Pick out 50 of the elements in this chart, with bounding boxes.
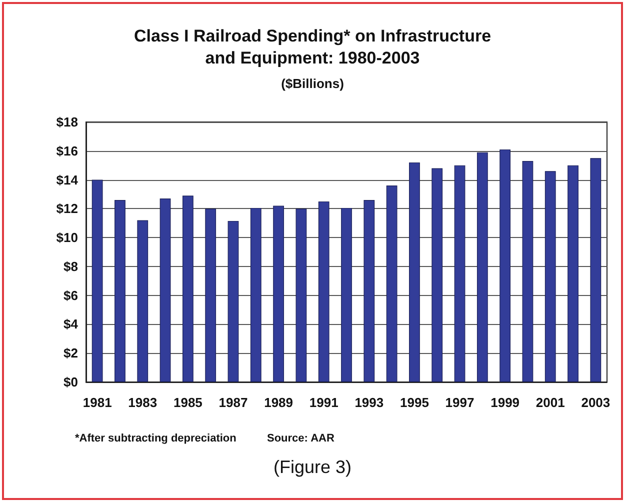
bar: [273, 206, 284, 382]
x-tick-label: 2003: [581, 395, 610, 410]
y-tick-label: $16: [56, 143, 78, 158]
x-tick-label: 1981: [82, 395, 112, 410]
bar: [182, 196, 194, 382]
bar: [114, 200, 126, 382]
bar: [318, 201, 330, 382]
text: (Figure 3): [273, 457, 352, 477]
y-tick-label: $6: [64, 288, 78, 303]
bar: [364, 200, 375, 382]
y-tick-label: $0: [64, 374, 78, 390]
source-note: Source: AAR: [267, 432, 334, 444]
y-tick-label: $2: [64, 346, 78, 361]
bar: [228, 220, 239, 382]
y-tick-label: $10: [56, 230, 78, 246]
y-tick-label: $4: [64, 316, 79, 332]
bar: [386, 186, 398, 382]
y-tick-label: $18: [56, 114, 78, 130]
bar: [590, 158, 602, 382]
x-tick-label: 1983: [128, 395, 158, 410]
x-tick-label: 1987: [218, 395, 248, 410]
x-tick-label: 1997: [445, 395, 474, 410]
bar: [432, 168, 443, 382]
bar: [92, 180, 103, 382]
bar: [250, 208, 262, 382]
bar: [137, 220, 148, 382]
bar: [409, 162, 420, 382]
bar: [476, 152, 488, 382]
bar: [544, 171, 556, 382]
bar: [205, 208, 216, 382]
x-tick-label: 2001: [536, 395, 565, 410]
chart-title: Class I Railroad Spending* on Infrastructure and Equipment: 1980-2003: [134, 26, 492, 68]
x-tick-label: 1995: [400, 395, 429, 410]
x-tick-label: 1999: [490, 395, 520, 410]
bar: [568, 165, 578, 382]
x-tick-label: 1991: [309, 395, 338, 410]
bar: [160, 198, 171, 382]
y-tick-label: $14: [56, 172, 79, 188]
x-tick-label: 1985: [173, 395, 202, 410]
chart-subtitle: ($Billions): [281, 76, 344, 91]
bar: [500, 149, 510, 382]
bar: [341, 208, 352, 382]
y-tick-label: $8: [64, 258, 78, 274]
x-tick-label: 1993: [354, 395, 384, 410]
bar: [522, 161, 534, 382]
bar: [454, 165, 466, 382]
bar: [296, 208, 307, 382]
text: *After subtracting depreciation: [75, 432, 237, 444]
y-tick-label: $12: [56, 201, 78, 216]
x-tick-label: 1989: [264, 395, 294, 410]
